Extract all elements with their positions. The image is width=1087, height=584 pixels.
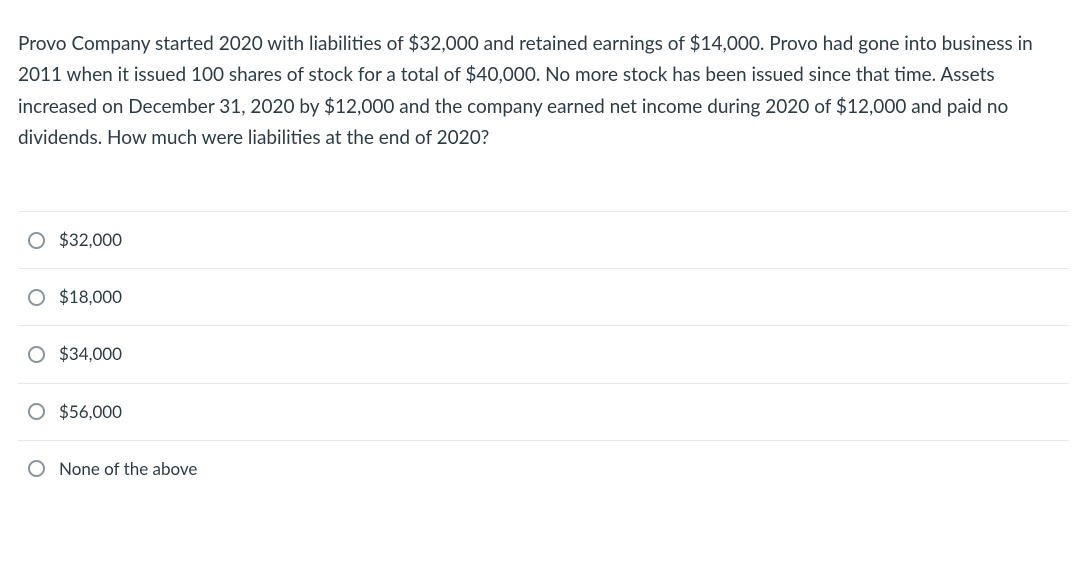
option-label: $34,000 (59, 340, 122, 368)
option-radio-2[interactable] (28, 289, 45, 306)
option-row[interactable]: $32,000 (18, 211, 1069, 268)
option-label: $56,000 (59, 398, 122, 426)
option-label: None of the above (59, 455, 197, 483)
option-radio-4[interactable] (28, 403, 45, 420)
option-label: $18,000 (59, 283, 122, 311)
option-label: $32,000 (59, 226, 122, 254)
option-row[interactable]: $34,000 (18, 325, 1069, 382)
option-radio-5[interactable] (28, 460, 45, 477)
option-row[interactable]: None of the above (18, 440, 1069, 483)
options-list: $32,000 $18,000 $34,000 $56,000 None of … (18, 211, 1069, 482)
question-text: Provo Company started 2020 with liabilit… (18, 28, 1069, 153)
option-radio-3[interactable] (28, 346, 45, 363)
option-row[interactable]: $56,000 (18, 383, 1069, 440)
option-radio-1[interactable] (28, 232, 45, 249)
option-row[interactable]: $18,000 (18, 268, 1069, 325)
